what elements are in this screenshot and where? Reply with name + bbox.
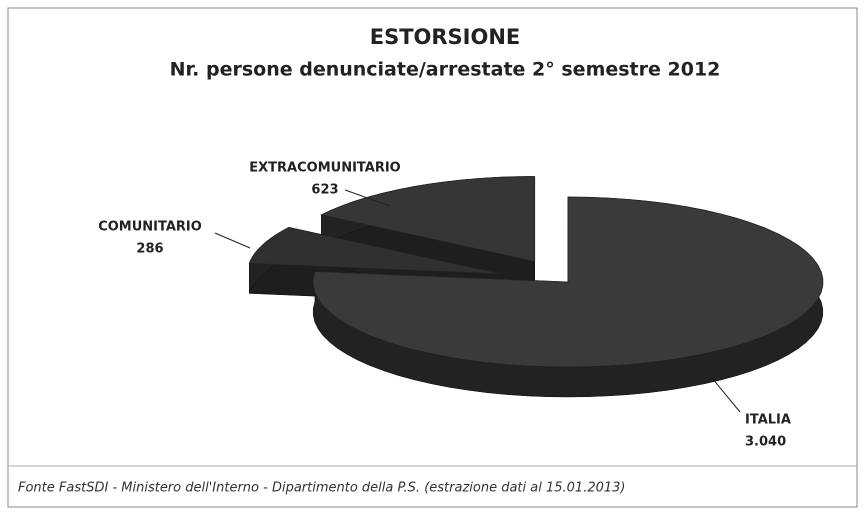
slice-value-label: 3.040: [745, 435, 786, 450]
slice-value-label: 286: [136, 242, 163, 257]
chart-subtitle: Nr. persone denunciate/arrestate 2° seme…: [170, 59, 721, 81]
pie: [248, 176, 824, 398]
leader-line: [344, 189, 391, 207]
slice-top: [248, 226, 503, 275]
leader-line: [711, 377, 741, 413]
slice-label: EXTRACOMUNITARIO: [249, 161, 400, 176]
chart-title: ESTORSIONE: [370, 25, 521, 49]
source-note: Fonte FastSDI - Ministero dell'Interno -…: [18, 481, 625, 496]
slice-top: [312, 196, 824, 368]
slice: [312, 196, 824, 398]
slice-label: ITALIA: [745, 413, 791, 428]
slice-top: [320, 176, 536, 262]
slice-value-label: 623: [311, 183, 338, 198]
leader-line: [214, 232, 251, 249]
slice-label: COMUNITARIO: [98, 220, 202, 235]
